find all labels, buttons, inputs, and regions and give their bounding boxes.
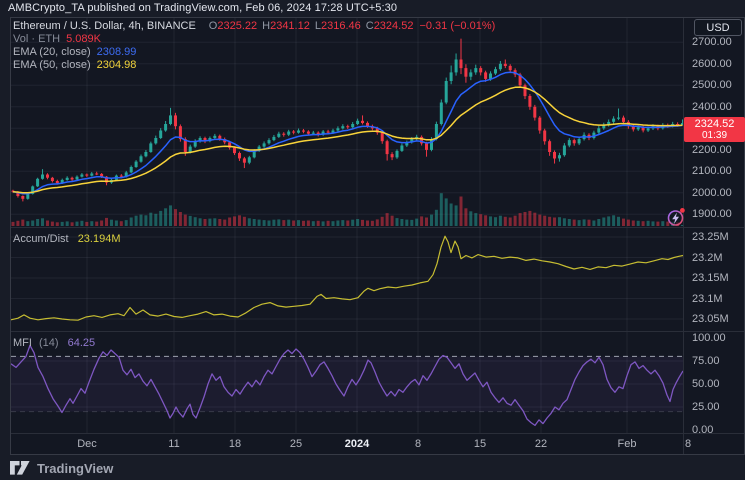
high-value: 2341.12: [270, 20, 310, 32]
low-label: L: [314, 20, 321, 32]
open-label: O: [208, 20, 218, 32]
candle-countdown: 01:39: [701, 130, 728, 141]
volume-value: 5.089K: [66, 33, 101, 45]
mfi-label: MFI: [13, 337, 32, 349]
accum-dist-label: Accum/Dist: [13, 233, 69, 245]
main-legend: Ethereum / U.S. Dollar, 4h, BINANCE O 232…: [13, 20, 495, 72]
open-value: 2325.22: [217, 20, 258, 32]
close-value: 2324.52: [373, 20, 414, 32]
close-label: C: [365, 20, 374, 32]
mfi-value: 64.25: [67, 337, 96, 349]
mfi-legend[interactable]: MFI (14) 64.25: [13, 337, 95, 349]
change-value: −0.31 (−0.01%): [419, 20, 496, 32]
currency-button[interactable]: USD: [694, 19, 742, 36]
snapshot-caption: AMBCrypto_TA published on TradingView.co…: [8, 2, 398, 14]
footer-brand[interactable]: TradingView: [37, 460, 114, 476]
ema20-legend-row[interactable]: EMA (20, close) 2308.99: [13, 46, 495, 59]
tradingview-logo-icon[interactable]: [10, 460, 30, 476]
ema50-label: EMA (50, close): [13, 59, 91, 71]
last-price-value: 2324.52: [694, 118, 735, 130]
symbol-title: Ethereum / U.S. Dollar, 4h, BINANCE: [13, 20, 196, 32]
ema20-value: 2308.99: [96, 46, 137, 58]
lightning-badge-icon[interactable]: [667, 208, 685, 226]
accum-dist-value: 23.194M: [77, 233, 121, 245]
volume-label: Vol · ETH: [13, 33, 61, 45]
ema20-label: EMA (20, close): [13, 46, 91, 58]
last-price-tag: 2324.52 01:39: [684, 117, 745, 142]
high-label: H: [262, 20, 271, 32]
footer: TradingView: [10, 458, 113, 478]
ema50-legend-row[interactable]: EMA (50, close) 2304.98: [13, 59, 495, 72]
accum-dist-legend[interactable]: Accum/Dist 23.194M: [13, 233, 121, 245]
mfi-param: (14): [39, 337, 59, 349]
volume-legend-row[interactable]: Vol · ETH 5.089K: [13, 33, 495, 46]
ema50-value: 2304.98: [96, 59, 137, 71]
symbol-legend-row[interactable]: Ethereum / U.S. Dollar, 4h, BINANCE O 232…: [13, 20, 495, 33]
low-value: 2316.46: [320, 20, 361, 32]
